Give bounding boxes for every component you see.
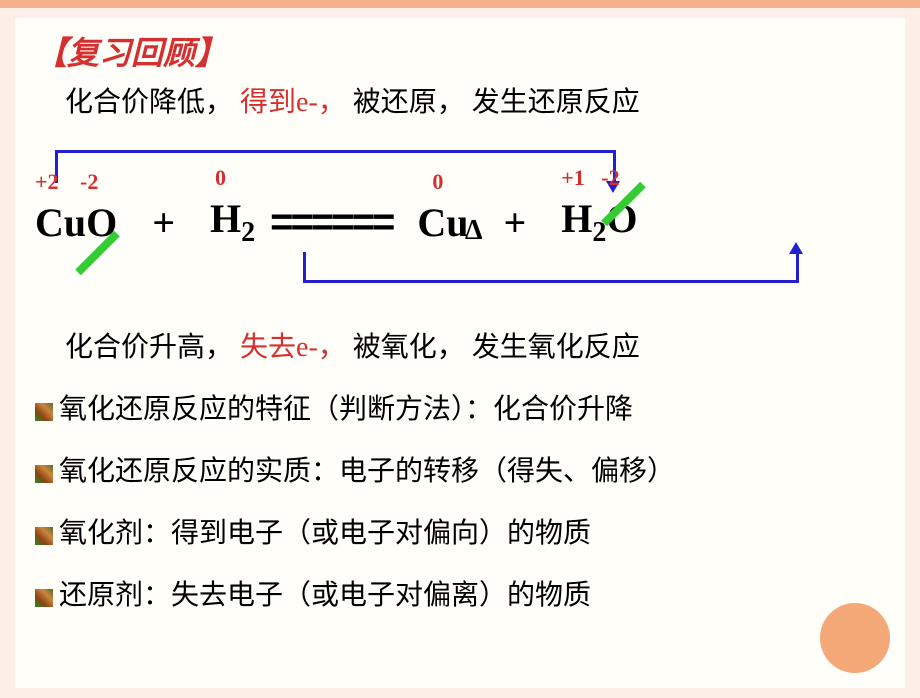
bullet-icon (35, 589, 53, 607)
oxidation-state: +2 (35, 169, 59, 195)
equals-sign: ====== (270, 200, 392, 245)
reduction-description: 化合价降低， 得到e-， 被还原， 发生还原反应 (35, 80, 885, 120)
section-header: 【复习回顾】 (35, 28, 885, 74)
bullet-point: 还原剂：失去电子（或电子对偏离）的物质 (35, 573, 885, 613)
bullet-point: 氧化还原反应的实质：电子的转移（得失、偏移） (35, 449, 885, 489)
slide-container: 【复习回顾】 化合价降低， 得到e-， 被还原， 发生还原反应 +2 -2 Cu… (15, 18, 905, 688)
oxidation-state: 0 (432, 169, 443, 195)
bullet-point: 氧化还原反应的特征（判断方法）：化合价升降 (35, 387, 885, 427)
bullet-icon (35, 403, 53, 421)
oxidation-arrow (303, 252, 799, 283)
electron-loss: 失去e-， (240, 325, 346, 365)
plus-sign: + (152, 199, 175, 246)
text-part: 化合价升高， (65, 325, 233, 365)
oxidation-state: 0 (215, 165, 226, 191)
oxidation-description: 化合价升高， 失去e-， 被氧化， 发生氧化反应 (35, 325, 885, 365)
oxidation-state: -2 (601, 165, 619, 191)
oxidation-state: +1 (561, 165, 585, 191)
formula-cuo: CuO (35, 200, 117, 245)
electron-gain: 得到e-， (240, 80, 346, 120)
chemical-equation: +2 -2 CuO + 0 H2 ====== Δ 0 Cu + +1 (35, 150, 885, 290)
text-part: 化合价降低， (65, 80, 233, 120)
formula-cu: Cu (417, 200, 468, 245)
oxidation-state: -2 (80, 169, 98, 195)
bullet-icon (35, 465, 53, 483)
bullet-point: 氧化剂：得到电子（或电子对偏向）的物质 (35, 511, 885, 551)
reduction-arrow (55, 150, 616, 183)
formula-h2: H2 (210, 196, 255, 241)
decorative-circle (820, 603, 890, 673)
equation-text: +2 -2 CuO + 0 H2 ====== Δ 0 Cu + +1 (35, 195, 638, 249)
text-part: 被还原， 发生还原反应 (353, 80, 640, 120)
plus-sign: + (503, 199, 526, 246)
bullet-icon (35, 527, 53, 545)
text-part: 被氧化， 发生氧化反应 (353, 325, 640, 365)
